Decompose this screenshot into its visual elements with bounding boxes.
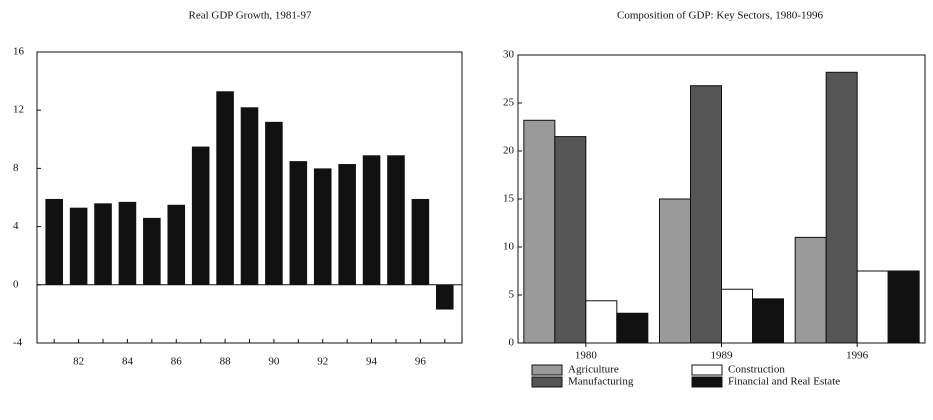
x-tick-label: 90 bbox=[268, 356, 280, 368]
bar bbox=[659, 198, 691, 344]
x-tick-label: 1996 bbox=[846, 350, 869, 362]
bar bbox=[616, 312, 649, 344]
x-tick-label: 86 bbox=[171, 356, 183, 368]
x-tick-label: 84 bbox=[122, 356, 134, 368]
y-tick-label: 20 bbox=[503, 145, 515, 157]
legend-label: Manufacturing bbox=[568, 376, 634, 388]
y-tick-label: 30 bbox=[503, 49, 515, 61]
chart-title: Real GDP Growth, 1981-97 bbox=[188, 10, 312, 22]
bar bbox=[216, 91, 234, 285]
bar bbox=[191, 146, 210, 285]
bar bbox=[45, 198, 63, 285]
bar bbox=[794, 236, 827, 344]
bar bbox=[362, 155, 381, 285]
legend-swatch bbox=[691, 364, 723, 376]
y-tick-label: 8 bbox=[13, 162, 19, 174]
bar bbox=[752, 298, 784, 344]
bar bbox=[856, 270, 889, 344]
bar bbox=[265, 121, 283, 285]
bar bbox=[554, 136, 587, 344]
y-tick-label: 4 bbox=[13, 220, 19, 232]
bar bbox=[690, 85, 722, 344]
bar bbox=[523, 119, 556, 344]
y-tick-label: -4 bbox=[13, 337, 23, 349]
y-tick-label: 12 bbox=[13, 104, 24, 116]
x-tick-label: 88 bbox=[220, 356, 232, 368]
y-tick-label: 0 bbox=[509, 337, 515, 349]
y-tick-label: 15 bbox=[503, 193, 515, 205]
x-tick-label: 1980 bbox=[575, 350, 598, 362]
bar bbox=[585, 300, 618, 344]
legend-swatch bbox=[531, 364, 563, 376]
chart-title: Composition of GDP: Key Sectors, 1980-19… bbox=[617, 10, 823, 22]
x-tick-label: 96 bbox=[415, 356, 427, 368]
x-tick-label: 1989 bbox=[711, 350, 734, 362]
bar bbox=[721, 288, 753, 344]
bar bbox=[118, 201, 137, 285]
bar bbox=[887, 270, 920, 344]
bar bbox=[313, 168, 332, 285]
bar bbox=[436, 284, 454, 310]
bar bbox=[240, 107, 259, 285]
y-tick-label: 5 bbox=[509, 289, 515, 301]
bar bbox=[289, 161, 308, 285]
y-tick-label: 16 bbox=[13, 46, 25, 58]
x-tick-label: 92 bbox=[317, 356, 328, 368]
bar bbox=[387, 155, 405, 285]
bar bbox=[94, 203, 112, 285]
bar bbox=[411, 198, 430, 285]
legend-swatch bbox=[691, 376, 723, 388]
y-tick-label: 0 bbox=[13, 278, 19, 290]
legend-label: Construction bbox=[728, 364, 785, 376]
bar bbox=[338, 164, 356, 285]
bar bbox=[825, 71, 858, 344]
y-tick-label: 25 bbox=[503, 97, 515, 109]
x-tick-label: 82 bbox=[73, 356, 84, 368]
x-tick-label: 94 bbox=[366, 356, 378, 368]
bar bbox=[69, 207, 88, 285]
bar bbox=[167, 204, 186, 285]
bar bbox=[143, 217, 161, 285]
legend-swatch bbox=[531, 376, 563, 388]
legend-label: Agriculture bbox=[568, 364, 619, 376]
y-tick-label: 10 bbox=[503, 241, 515, 253]
legend-label: Financial and Real Estate bbox=[728, 376, 840, 388]
